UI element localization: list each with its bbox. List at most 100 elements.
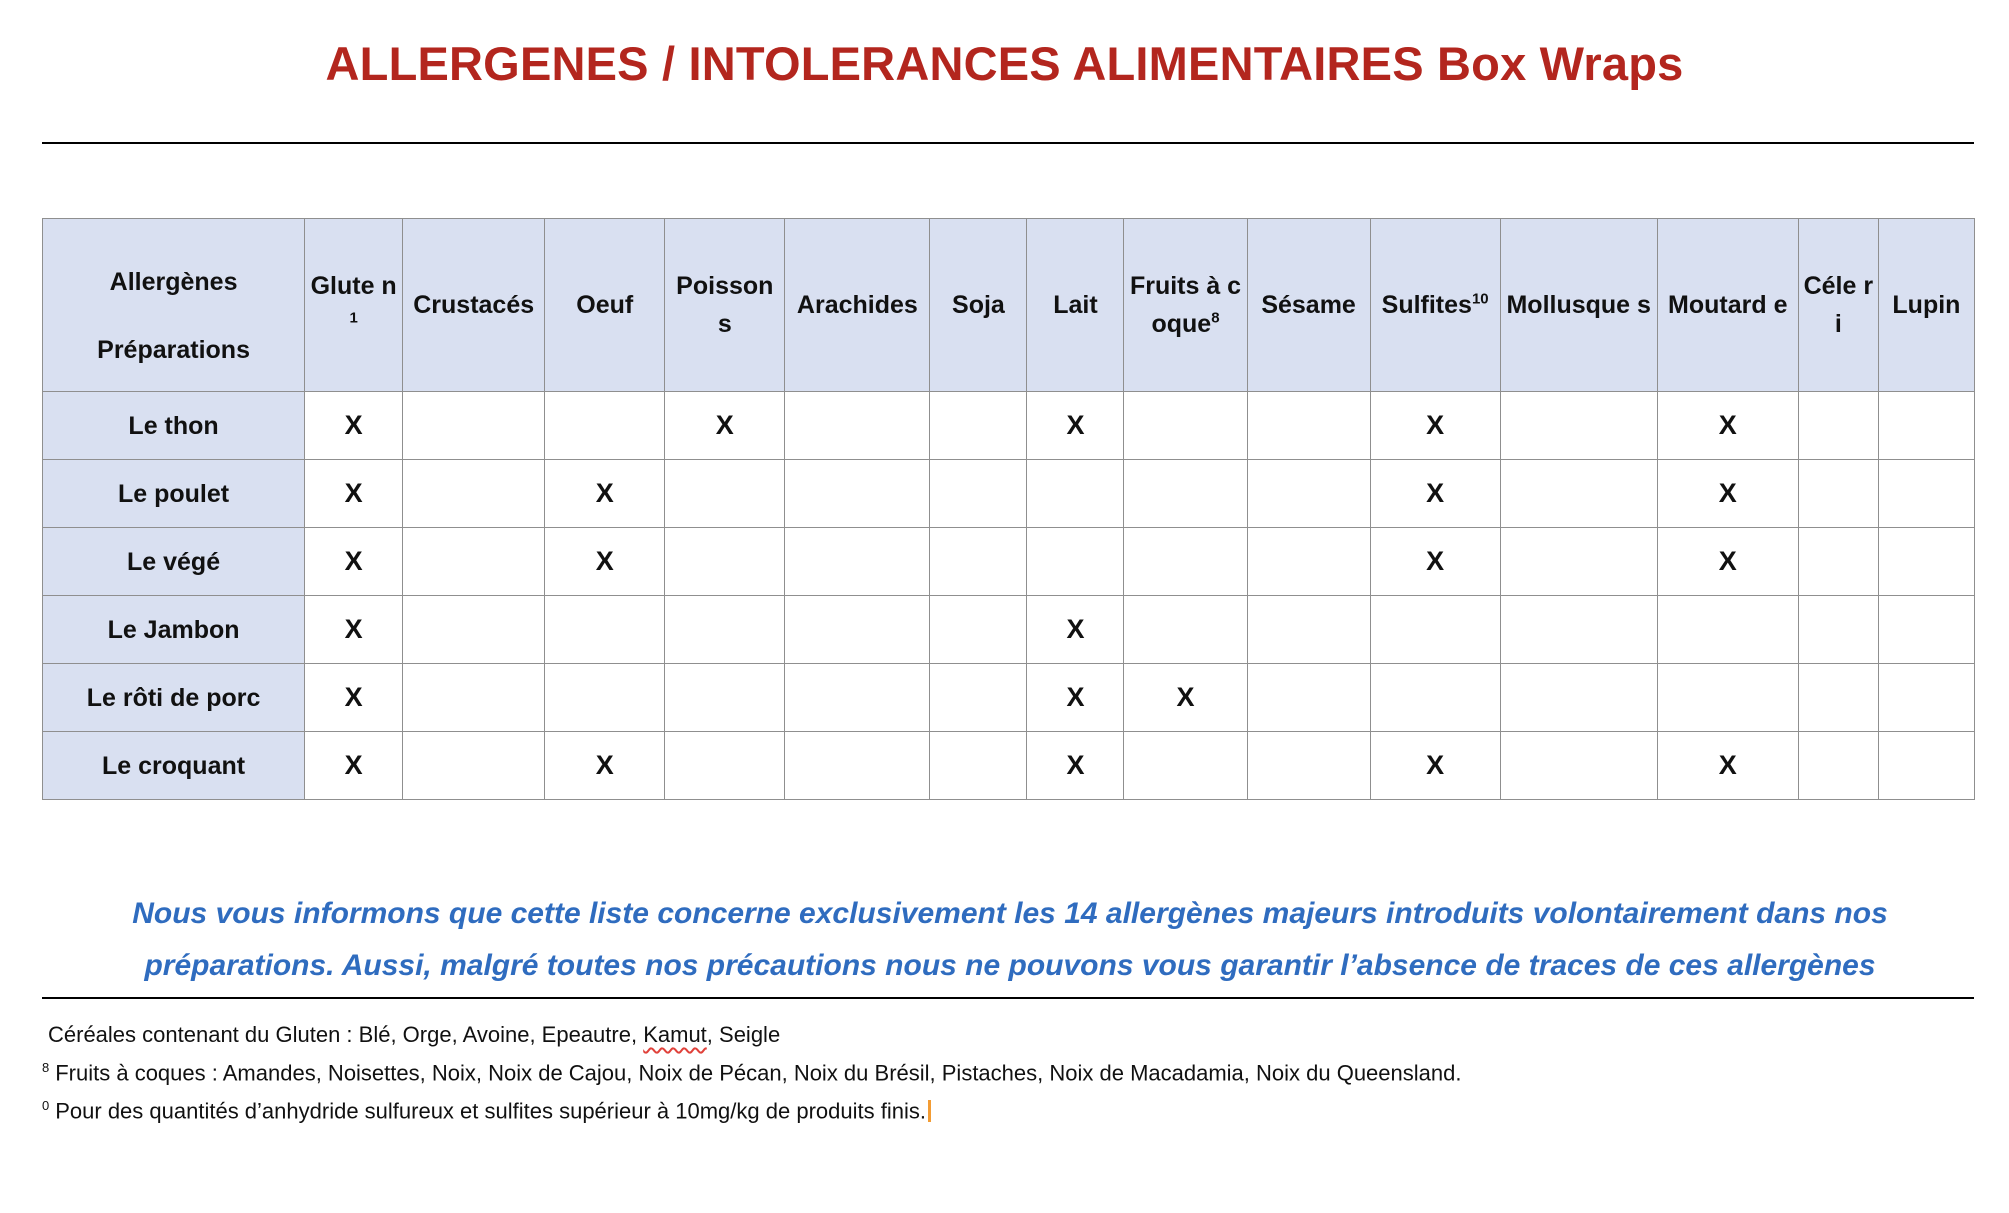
table-row: Le Jambon X X <box>41 595 1976 664</box>
footnote-ref: 1 <box>349 309 358 327</box>
allergen-present-cell: X <box>1369 459 1501 528</box>
allergen-present-cell: X <box>304 391 404 460</box>
allergen-cell <box>1499 663 1658 732</box>
allergen-present-cell: X <box>544 459 666 528</box>
allergen-present-cell: X <box>1026 595 1125 664</box>
table-row: Le poulet X X X X <box>41 459 1976 528</box>
column-header: Glute n1 <box>304 218 404 392</box>
allergen-present-cell: X <box>1026 391 1125 460</box>
allergen-cell <box>784 391 931 460</box>
table-row: Le végé X X X X <box>41 527 1976 596</box>
allergen-present-cell: X <box>1026 663 1125 732</box>
allergen-cell <box>1246 527 1371 596</box>
column-header: Fruits à coque8 <box>1123 218 1248 392</box>
allergen-present-cell: X <box>1656 731 1799 800</box>
allergen-present-cell: X <box>1656 527 1799 596</box>
footnote-marker: 0 <box>42 1098 50 1114</box>
column-header: Sésame <box>1246 218 1371 392</box>
allergen-cell <box>1797 731 1879 800</box>
allergen-mark: X <box>344 614 363 644</box>
allergen-cell <box>402 663 546 732</box>
allergen-cell <box>1877 731 1976 800</box>
column-header: Moutard e <box>1656 218 1799 392</box>
allergen-mark: X <box>715 410 734 440</box>
allergen-cell <box>1797 663 1879 732</box>
allergen-cell <box>664 663 786 732</box>
allergen-disclaimer: Nous vous informons que cette liste conc… <box>132 897 1888 982</box>
allergen-cell <box>402 731 546 800</box>
column-header: Arachides <box>784 218 931 392</box>
allergen-cell <box>929 663 1028 732</box>
allergen-cell <box>402 595 546 664</box>
allergen-cell <box>664 731 786 800</box>
allergen-cell <box>1499 527 1658 596</box>
allergen-mark: X <box>1176 682 1195 712</box>
bottom-divider <box>42 997 1974 999</box>
column-header: Céle ri <box>1797 218 1879 392</box>
allergen-present-cell: X <box>1369 527 1501 596</box>
allergen-cell <box>929 391 1028 460</box>
allergen-cell <box>1246 595 1371 664</box>
preparation-name: Le poulet <box>41 459 306 528</box>
allergen-mark: X <box>344 410 363 440</box>
footnotes: Céréales contenant du Gluten : Blé, Orge… <box>42 1018 1972 1128</box>
allergen-cell <box>1369 663 1501 732</box>
allergen-cell <box>1656 595 1799 664</box>
allergen-cell <box>402 391 546 460</box>
allergen-cell <box>402 459 546 528</box>
allergen-cell <box>664 459 786 528</box>
column-header: Crustacés <box>402 218 546 392</box>
allergen-mark: X <box>1066 682 1085 712</box>
allergen-present-cell: X <box>1123 663 1248 732</box>
preparation-name: Le végé <box>41 527 306 596</box>
text-cursor[interactable] <box>927 1099 931 1122</box>
allergen-cell <box>784 527 931 596</box>
allergen-cell <box>544 391 666 460</box>
allergen-present-cell: X <box>544 731 666 800</box>
allergen-cell <box>1123 459 1248 528</box>
allergen-present-cell: X <box>304 731 404 800</box>
allergen-mark: X <box>344 478 363 508</box>
corner-preparations-label: Préparations <box>97 336 250 364</box>
allergen-mark: X <box>1718 478 1737 508</box>
allergen-present-cell: X <box>304 663 404 732</box>
allergen-mark: X <box>344 682 363 712</box>
allergen-mark: X <box>595 750 614 780</box>
allergen-cell <box>1797 459 1879 528</box>
allergen-cell <box>784 663 931 732</box>
allergen-table: Allergènes Préparations Glute n1 Crustacé… <box>41 218 1976 800</box>
footnote-ref: 10 <box>1471 290 1489 308</box>
allergen-cell <box>664 527 786 596</box>
allergen-present-cell: X <box>1369 731 1501 800</box>
allergen-present-cell: X <box>1369 391 1501 460</box>
allergen-mark: X <box>1066 410 1085 440</box>
allergen-cell <box>929 595 1028 664</box>
footnote-gluten: Céréales contenant du Gluten : Blé, Orge… <box>48 1022 781 1047</box>
allergen-cell <box>1499 595 1658 664</box>
footnote-marker: 8 <box>42 1060 50 1075</box>
allergen-cell <box>1026 459 1125 528</box>
allergen-cell <box>1499 459 1658 528</box>
allergen-cell <box>1499 391 1658 460</box>
allergen-mark: X <box>595 478 614 508</box>
allergen-cell <box>402 527 546 596</box>
allergen-mark: X <box>344 546 363 576</box>
column-header: Soja <box>929 218 1028 392</box>
allergen-mark: X <box>1426 410 1445 440</box>
allergen-mark: X <box>1718 750 1737 780</box>
allergen-present-cell: X <box>1026 731 1125 800</box>
allergen-cell <box>1797 595 1879 664</box>
allergen-mark: X <box>1718 410 1737 440</box>
allergen-cell <box>1123 391 1248 460</box>
allergen-cell <box>929 731 1028 800</box>
allergen-mark: X <box>1066 614 1085 644</box>
allergen-mark: X <box>595 546 614 576</box>
allergen-mark: X <box>1426 750 1445 780</box>
table-row: Le rôti de porc X X X <box>41 663 1976 732</box>
allergen-cell <box>1499 731 1658 800</box>
allergen-cell <box>1123 595 1248 664</box>
allergen-present-cell: X <box>664 391 786 460</box>
allergen-cell <box>1656 663 1799 732</box>
footnote-sulfites: 0 Pour des quantités d’anhydride sulfureu… <box>42 1089 1972 1127</box>
allergen-cell <box>1123 731 1248 800</box>
